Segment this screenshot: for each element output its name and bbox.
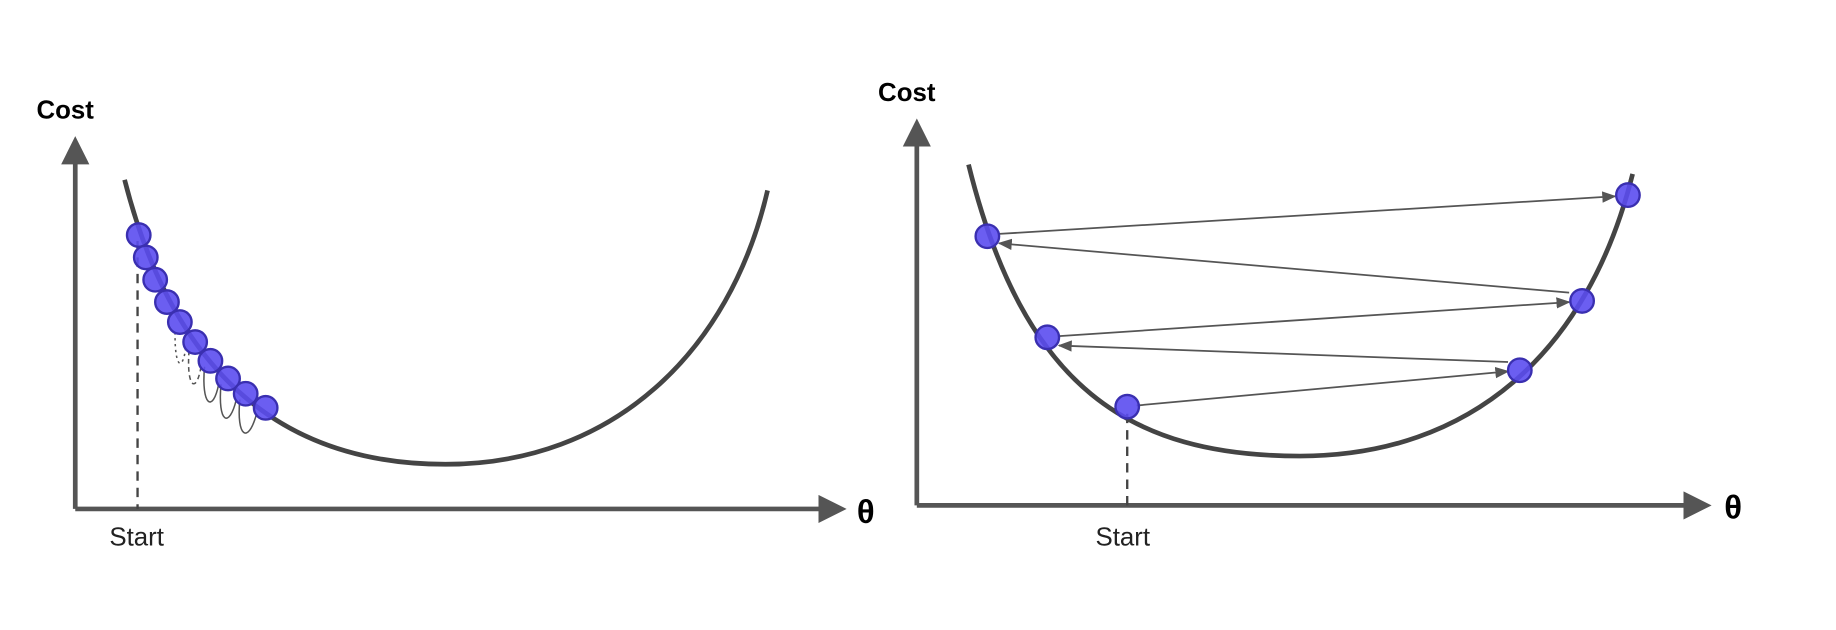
cost-curve xyxy=(966,163,1635,459)
point xyxy=(182,329,209,355)
panel-left: Cost θ Start xyxy=(36,97,874,552)
point xyxy=(1614,182,1641,209)
step-arc xyxy=(238,399,258,434)
x-label: θ xyxy=(1724,488,1742,525)
point xyxy=(166,309,193,335)
point xyxy=(1114,393,1141,420)
point xyxy=(1569,287,1596,314)
point xyxy=(215,365,241,392)
point xyxy=(154,289,180,315)
step-arrow xyxy=(1058,297,1571,338)
point xyxy=(252,394,279,421)
start-label: Start xyxy=(109,523,164,551)
point xyxy=(197,347,224,374)
point xyxy=(974,223,1001,250)
point xyxy=(132,244,159,271)
cost-curve xyxy=(122,179,770,467)
y-label: Cost xyxy=(878,79,936,107)
step-arrow xyxy=(997,238,1570,294)
points xyxy=(974,182,1641,420)
x-label: θ xyxy=(857,493,875,530)
start-label: Start xyxy=(1095,523,1150,551)
points xyxy=(125,222,279,421)
step-arc xyxy=(174,329,187,364)
point xyxy=(1506,357,1533,384)
point xyxy=(142,266,169,293)
step-arrow xyxy=(1136,366,1510,407)
steps xyxy=(174,329,258,434)
point xyxy=(125,222,152,249)
step-arc xyxy=(203,366,220,403)
point xyxy=(232,380,259,407)
steps xyxy=(997,191,1617,407)
point xyxy=(1034,324,1061,351)
step-arrow xyxy=(1057,340,1509,363)
step-arrow xyxy=(999,191,1617,235)
panel-right: Cost θ Start xyxy=(878,79,1742,551)
y-label: Cost xyxy=(36,97,94,125)
step-arc xyxy=(219,384,238,419)
